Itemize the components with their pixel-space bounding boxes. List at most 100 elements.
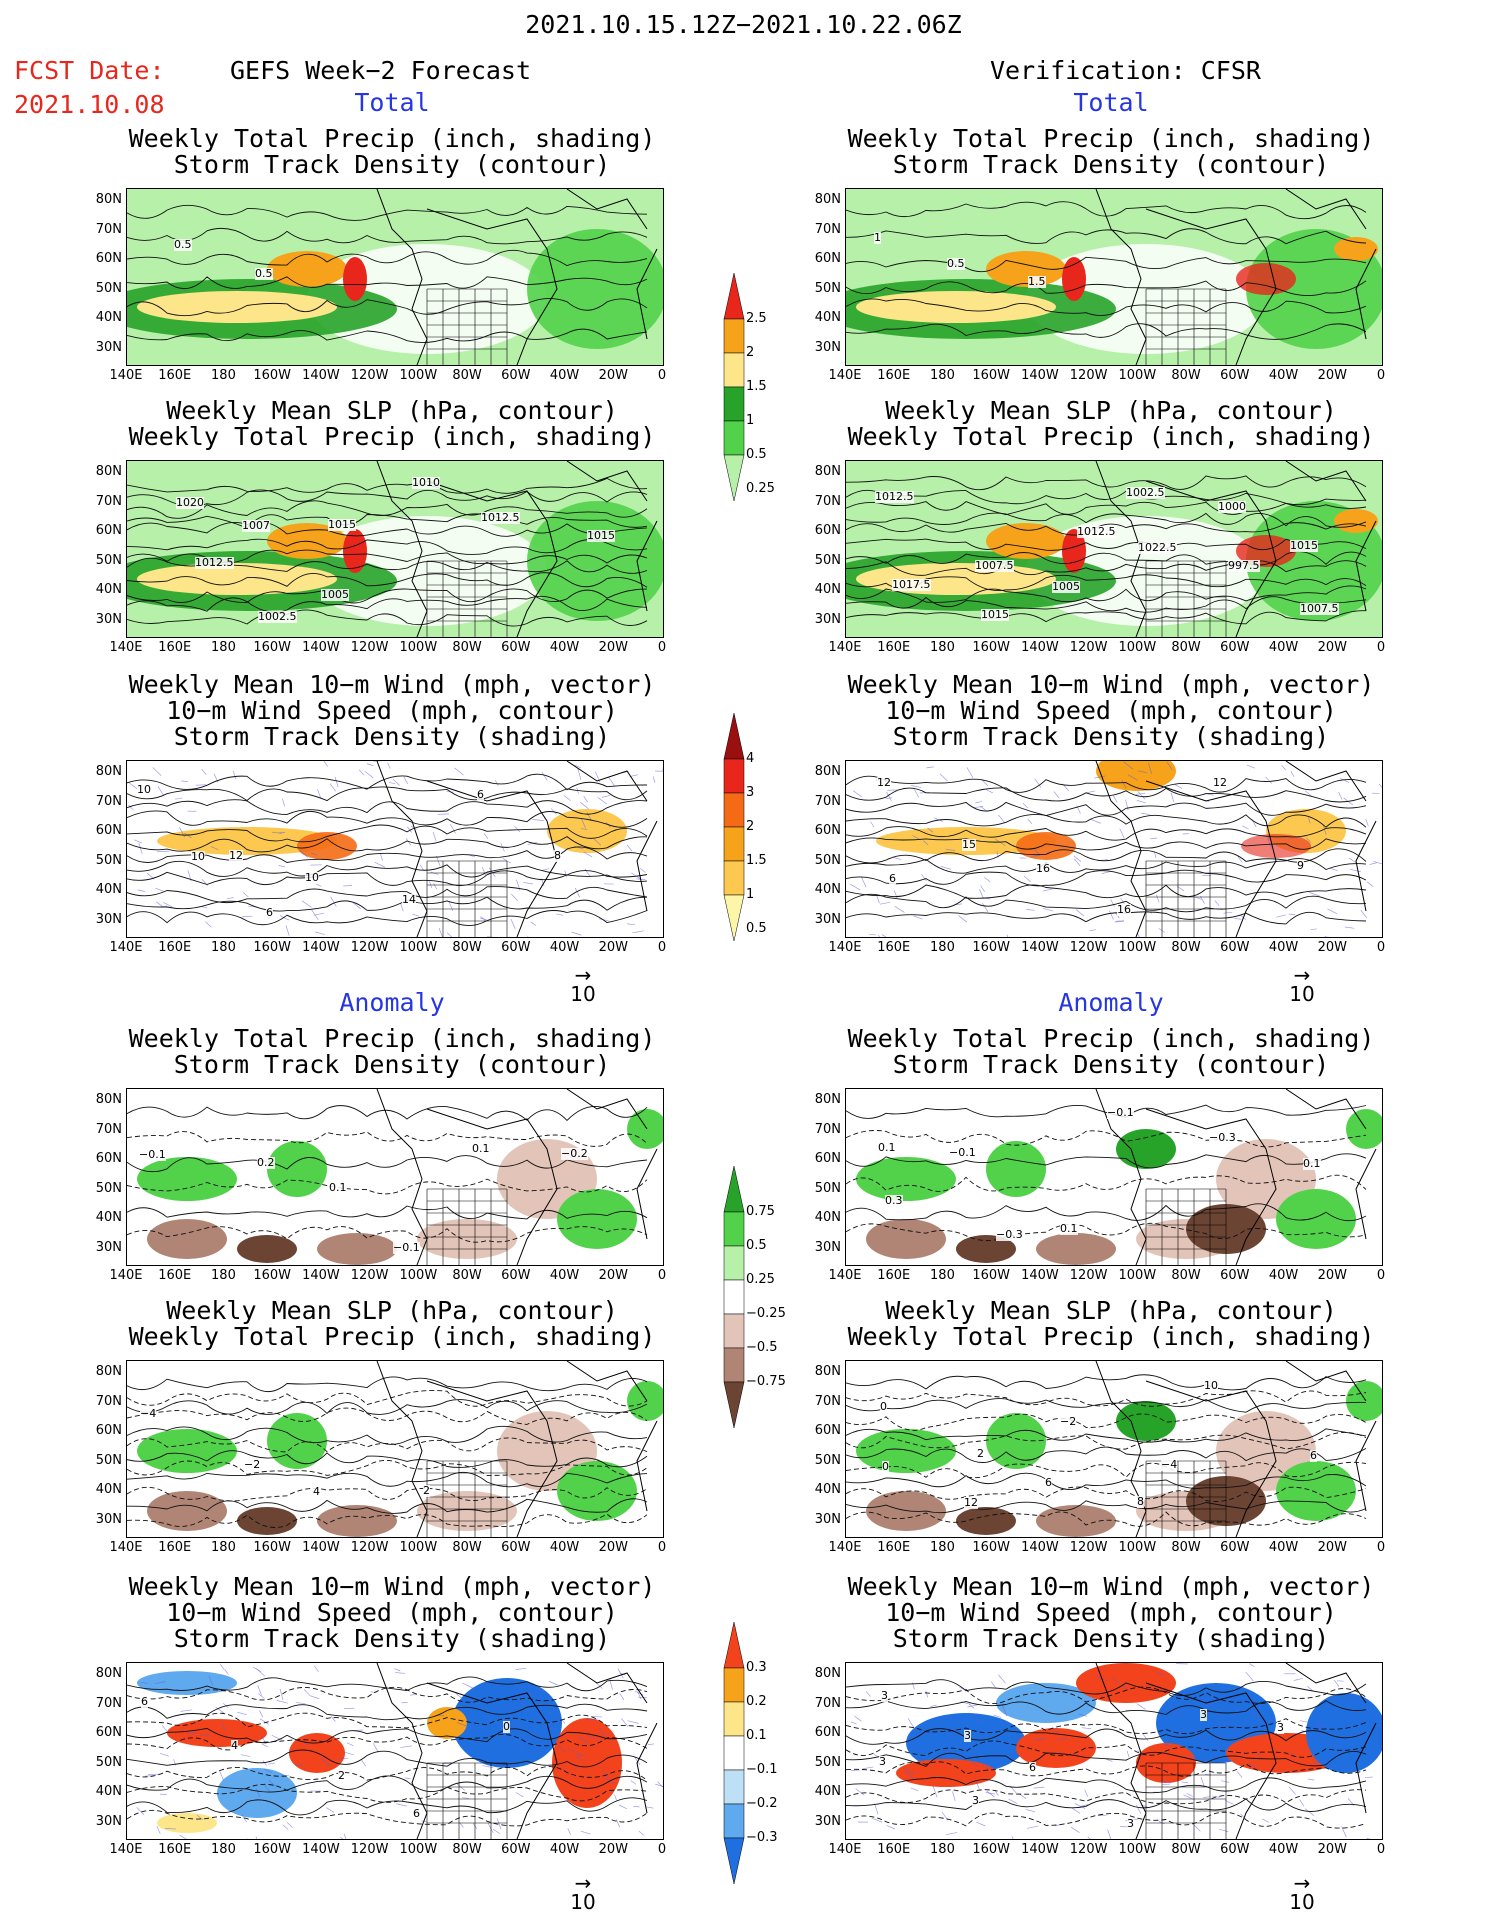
contour-label: 6 xyxy=(1310,1449,1317,1462)
contour-line xyxy=(127,204,648,221)
section-label-total: Total xyxy=(1073,88,1149,117)
colorbar-segment xyxy=(723,420,745,456)
lon-tick-label: 140E xyxy=(828,1842,862,1857)
lon-tick-label: 100W xyxy=(399,1842,438,1857)
contour-line xyxy=(846,1798,1367,1812)
coastline xyxy=(376,461,658,637)
anomaly-blob xyxy=(147,1491,227,1531)
lon-tick-label: 20W xyxy=(598,1842,628,1857)
wind-vector xyxy=(1136,1805,1142,1814)
map-graphic xyxy=(127,1361,663,1537)
lon-tick-label: 140W xyxy=(1021,940,1059,955)
lon-tick-label: 40W xyxy=(1268,940,1299,955)
contour-line xyxy=(127,824,648,843)
wind-vector xyxy=(313,912,325,916)
map-panel: 0 2 6 8 10 6 0 12 −2 −4 xyxy=(845,1360,1383,1538)
wind-vector xyxy=(975,1719,984,1723)
wind-vector xyxy=(455,1692,463,1700)
lat-tick-label: 50N xyxy=(95,552,122,568)
wind-vector xyxy=(263,1768,273,1773)
wind-vector xyxy=(128,804,134,811)
wind-vector xyxy=(910,1787,919,1792)
wind-vector xyxy=(556,913,564,916)
vector-reference-value: 10 xyxy=(1289,982,1315,1006)
panel-title: Storm Track Density (contour) xyxy=(173,150,611,179)
wind-vector xyxy=(940,866,951,870)
wind-vector xyxy=(201,769,207,775)
contour-label: 1007 xyxy=(242,519,270,532)
lat-tick-label: 30N xyxy=(95,1239,122,1255)
wind-vector xyxy=(564,870,568,878)
lon-tick-label: 20W xyxy=(1317,368,1347,383)
lon-tick-label: 140E xyxy=(109,1540,143,1555)
lat-tick-label: 40N xyxy=(814,1210,841,1225)
colorbar-segment xyxy=(723,758,745,794)
panel-title: Weekly Mean 10−m Wind (mph, vector) xyxy=(128,1572,656,1601)
storm-anomaly-blob xyxy=(552,1718,622,1808)
lon-tick-label: 180 xyxy=(211,940,236,955)
wind-vector xyxy=(1166,761,1173,771)
coastline xyxy=(376,189,658,365)
lat-tick-label: 70N xyxy=(95,793,122,809)
lon-tick-label: 20W xyxy=(598,640,628,655)
wind-vector xyxy=(871,1817,883,1823)
colorbar-label: 1.5 xyxy=(746,853,767,868)
contour-label: 4 xyxy=(231,1739,238,1752)
contour-line xyxy=(127,1460,648,1476)
lon-tick-label: 160W xyxy=(253,1268,291,1283)
wind-vector xyxy=(314,1665,319,1672)
wind-vector xyxy=(1072,1807,1081,1814)
wind-vector xyxy=(321,1758,331,1767)
storm-anomaly-blob xyxy=(996,1683,1096,1723)
wind-vector xyxy=(310,852,318,856)
contour-label: −0.1 xyxy=(949,1146,976,1159)
coastline xyxy=(376,1663,658,1839)
wind-vector xyxy=(255,1836,258,1839)
colorbar-segment xyxy=(723,1279,745,1315)
wind-vector xyxy=(446,932,453,937)
vector-reference-value: 10 xyxy=(1289,1890,1315,1914)
anomaly-blob xyxy=(137,1429,237,1473)
wind-vector xyxy=(257,1685,263,1696)
wind-vector xyxy=(1317,1724,1323,1735)
wind-vector xyxy=(1161,1743,1173,1747)
wind-vector xyxy=(563,795,571,801)
wind-vector xyxy=(1301,1730,1313,1735)
lon-tick-label: 160E xyxy=(877,1268,911,1283)
wind-vector xyxy=(870,821,875,828)
lon-tick-label: 160W xyxy=(972,1268,1010,1283)
wind-vector xyxy=(400,1745,412,1748)
colorbar-label: −0.25 xyxy=(746,1306,786,1321)
contour-line xyxy=(127,489,648,507)
wind-vector xyxy=(599,1728,605,1737)
contour-line xyxy=(846,1811,1367,1829)
lat-tick-label: 80N xyxy=(95,1092,122,1107)
wind-vector xyxy=(407,826,412,833)
contour-line xyxy=(127,298,648,317)
precip-peak xyxy=(343,529,367,573)
contour-label: 6 xyxy=(889,872,896,885)
wind-vector xyxy=(939,773,948,782)
anomaly-blob xyxy=(237,1507,297,1535)
contour-label: 14 xyxy=(402,893,416,906)
contour-label: 1017.5 xyxy=(892,578,931,591)
lon-tick-label: 140E xyxy=(828,940,862,955)
wind-vector xyxy=(638,1696,647,1699)
contour-label: 3 xyxy=(881,1689,888,1702)
contour-line xyxy=(846,1777,1367,1794)
colorbar-label: 0.75 xyxy=(746,1204,775,1219)
wind-vector xyxy=(1348,1691,1358,1700)
right-column-title: Verification: CFSR xyxy=(990,56,1261,85)
contour-line xyxy=(127,773,648,791)
contour-line xyxy=(127,896,648,912)
contour-line xyxy=(846,1511,1367,1527)
contour-line xyxy=(846,1789,1367,1805)
wind-vector xyxy=(905,1771,914,1780)
contour-line xyxy=(127,588,648,604)
wind-vector xyxy=(1249,1663,1255,1668)
wind-vector xyxy=(271,831,283,834)
contour-label: 0.1 xyxy=(472,1142,490,1155)
panel-title: 10−m Wind Speed (mph, contour) xyxy=(885,696,1337,725)
wind-vector xyxy=(1240,1813,1247,1820)
contour-line xyxy=(127,810,648,828)
